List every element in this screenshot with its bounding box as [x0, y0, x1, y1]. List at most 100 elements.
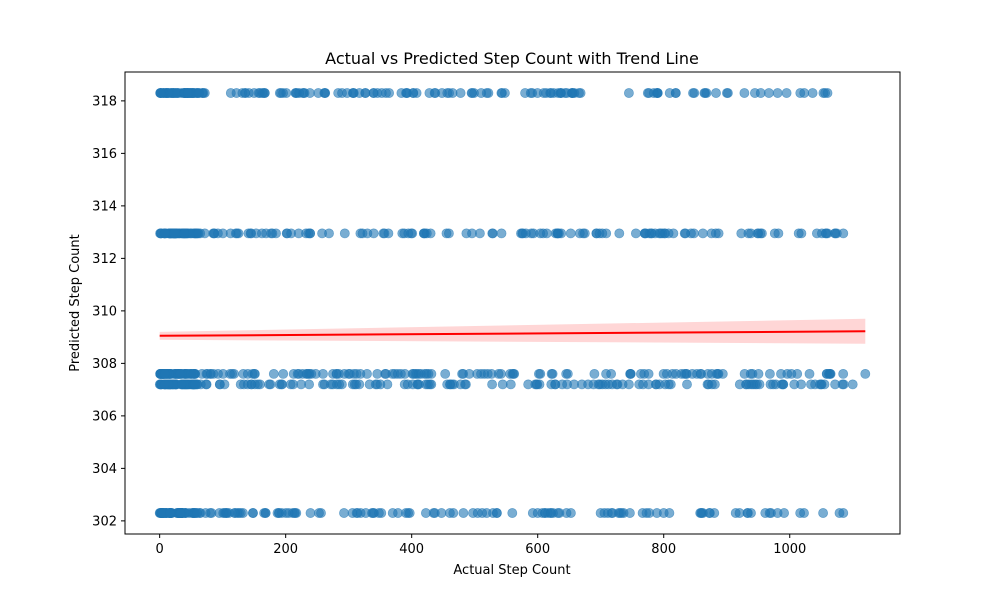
- data-point: [304, 379, 314, 390]
- data-point: [822, 88, 833, 98]
- data-point: [265, 379, 276, 390]
- x-tick-label: 200: [273, 542, 298, 557]
- data-point: [426, 368, 437, 379]
- data-point: [554, 228, 564, 239]
- data-point: [565, 228, 576, 239]
- chart-title: Actual vs Predicted Step Count with Tren…: [325, 49, 699, 68]
- x-tick-label: 1000: [773, 542, 806, 557]
- data-point: [305, 508, 316, 518]
- y-axis: 302 304 306 308 310 312 314 316 318: [92, 94, 125, 529]
- data-point: [159, 379, 170, 390]
- x-axis: 0 200 400 600 800 1000: [156, 534, 806, 557]
- data-point: [507, 508, 518, 518]
- data-point: [413, 379, 424, 390]
- data-point: [175, 508, 186, 518]
- data-point: [159, 368, 170, 379]
- data-point: [606, 508, 617, 518]
- data-point: [155, 88, 166, 98]
- data-point: [739, 88, 750, 98]
- data-point: [537, 508, 548, 518]
- data-point: [348, 368, 359, 379]
- trend-line: [159, 330, 866, 337]
- data-point: [440, 368, 451, 379]
- data-point: [838, 228, 849, 239]
- confidence-band: [159, 318, 866, 344]
- data-point: [736, 228, 747, 239]
- data-point: [546, 368, 557, 379]
- data-point: [496, 88, 507, 98]
- data-point: [625, 368, 636, 379]
- data-point: [819, 379, 830, 390]
- data-point: [806, 379, 816, 390]
- data-point: [208, 228, 219, 239]
- data-point: [320, 88, 331, 98]
- data-point: [607, 379, 617, 390]
- data-point: [796, 379, 806, 390]
- data-point: [838, 368, 849, 379]
- data-point: [764, 88, 774, 98]
- data-point: [159, 228, 170, 239]
- data-point: [742, 508, 753, 518]
- data-point: [569, 88, 580, 98]
- x-tick-label: 400: [399, 542, 424, 557]
- data-point: [179, 228, 190, 239]
- data-point: [481, 508, 492, 518]
- data-point: [339, 508, 349, 518]
- data-point: [354, 379, 365, 390]
- data-point: [194, 88, 205, 98]
- data-point: [288, 379, 298, 390]
- data-point: [569, 379, 579, 390]
- data-point: [387, 508, 398, 518]
- data-point: [260, 508, 271, 518]
- data-point: [555, 88, 566, 98]
- data-point: [257, 88, 268, 98]
- data-point: [695, 508, 706, 518]
- data-point: [324, 228, 334, 239]
- data-point: [175, 368, 186, 379]
- data-point: [289, 508, 300, 518]
- data-point: [670, 88, 681, 98]
- data-point: [748, 379, 759, 390]
- data-point: [593, 379, 604, 390]
- data-point: [704, 508, 715, 518]
- data-point: [225, 88, 236, 98]
- data-point: [305, 228, 316, 239]
- data-point: [419, 228, 430, 239]
- y-tick-label: 306: [92, 409, 117, 424]
- data-point: [387, 368, 398, 379]
- data-point: [382, 379, 393, 390]
- data-point: [521, 228, 531, 239]
- data-point: [376, 88, 387, 98]
- data-point: [482, 368, 493, 379]
- data-point: [640, 228, 651, 239]
- data-point: [429, 88, 440, 98]
- data-point: [768, 379, 778, 390]
- data-point: [755, 88, 766, 98]
- data-point: [535, 368, 546, 379]
- data-point: [830, 379, 840, 390]
- data-point: [444, 508, 455, 518]
- data-point: [838, 508, 849, 518]
- data-point: [822, 368, 832, 379]
- y-tick-label: 318: [92, 94, 117, 109]
- data-point: [687, 368, 698, 379]
- data-point: [698, 228, 708, 239]
- y-tick-label: 308: [92, 357, 117, 372]
- data-point: [713, 228, 724, 239]
- data-point: [362, 228, 373, 239]
- data-point: [367, 508, 377, 518]
- data-point: [496, 228, 507, 239]
- data-point: [314, 508, 324, 518]
- data-point: [331, 368, 342, 379]
- data-point: [230, 228, 241, 239]
- data-point: [614, 228, 625, 239]
- data-point: [648, 88, 659, 98]
- data-point: [342, 88, 352, 98]
- data-point: [458, 508, 469, 518]
- data-point: [807, 88, 818, 98]
- y-tick-label: 312: [92, 252, 117, 267]
- y-axis-label: Predicted Step Count: [68, 234, 83, 372]
- data-point: [339, 228, 350, 239]
- data-point: [468, 508, 478, 518]
- data-point: [776, 368, 786, 379]
